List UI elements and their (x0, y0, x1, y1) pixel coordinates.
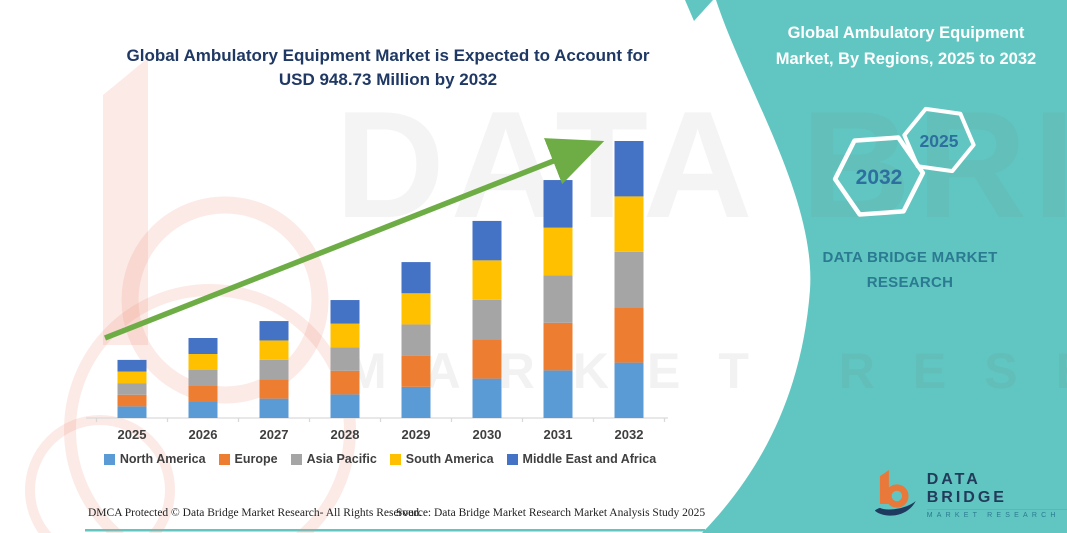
hexagon-2025 (902, 106, 976, 174)
side-panel-title: Global Ambulatory Equipment Market, By R… (775, 24, 1037, 68)
x-axis-year-label: 2027 (260, 427, 289, 442)
legend-item: South America (389, 452, 494, 466)
bar-segment (472, 260, 502, 300)
bar-segment (614, 362, 644, 418)
bar-segment (117, 406, 147, 418)
hexagon-2032-label: 2032 (856, 166, 903, 189)
bar-segment (259, 398, 289, 418)
bar-segment (401, 355, 431, 387)
bar-segment (188, 386, 218, 403)
bar-segment (117, 383, 147, 395)
legend-swatch (290, 453, 302, 465)
x-axis-year-label: 2031 (544, 427, 573, 442)
bar-segment (401, 262, 431, 294)
trend-arrow (103, 138, 605, 341)
brand-text: DATA BRIDGE MARKET RESEARCH (822, 249, 998, 291)
bar-segment (259, 359, 289, 380)
bar-segment (330, 370, 360, 395)
bar-segment (259, 321, 289, 341)
bar-segment (543, 180, 573, 228)
logo-subtitle: MARKET RESEARCH (926, 512, 1060, 519)
bar-segment (330, 394, 360, 418)
bar-segment (188, 354, 218, 371)
bar-segment (188, 338, 218, 355)
legend-swatch (506, 453, 518, 465)
bar-segment (472, 220, 502, 261)
bottom-teal-line (85, 529, 705, 532)
stacked-bar-chart: 2025 2026 2027 2028 2029 2030 2031 2032 (86, 138, 668, 442)
legend-label: North America (119, 452, 206, 466)
bar-segment (259, 340, 289, 360)
legend-item: Europe (218, 452, 278, 466)
x-axis-year-label: 2026 (189, 427, 218, 442)
bar-segment (117, 371, 147, 384)
legend-label: South America (405, 452, 494, 466)
hexagon-2032 (832, 135, 926, 217)
bar-segment (401, 386, 431, 418)
legend-item: Middle East and Africa (506, 452, 657, 466)
databridge-logo-text: DATA BRIDGE MARKET RESEARCH (926, 471, 1067, 519)
legend-label: Asia Pacific (306, 452, 377, 466)
bar-segment (472, 299, 502, 340)
footer-dmca-text: DMCA Protected © Data Bridge Market Rese… (88, 507, 422, 519)
legend-label: Europe (234, 452, 278, 466)
chart-title-line1: Global Ambulatory Equipment Market is Ex… (126, 46, 650, 65)
chart-title-line2: USD 948.73 Million by 2032 (278, 70, 498, 89)
bar-segment (330, 300, 360, 324)
teal-corner-triangle (685, 0, 713, 21)
bar-segment (614, 196, 644, 252)
bar-segment (188, 370, 218, 387)
legend-item: North America (103, 452, 206, 466)
footer-source-text: Source: Data Bridge Market Research Mark… (396, 507, 706, 519)
bar-segment (543, 322, 573, 371)
bar-segment (117, 394, 147, 407)
bar-segment (543, 275, 573, 323)
bar-segment (472, 339, 502, 379)
bar-segment (330, 323, 360, 348)
bar-segment (543, 227, 573, 276)
bar-segment (543, 370, 573, 418)
x-axis-year-label: 2028 (331, 427, 360, 442)
x-axis-year-label: 2032 (615, 427, 644, 442)
bar-segment (401, 293, 431, 325)
bar-segment (472, 378, 502, 418)
bar-segment (330, 347, 360, 371)
bar-segment (614, 307, 644, 363)
x-axis-year-label: 2030 (473, 427, 502, 442)
bar-segment (259, 379, 289, 399)
bar-segment (117, 359, 147, 372)
chart-title: Global Ambulatory Equipment Market is Ex… (88, 44, 688, 92)
databridge-logo-icon (874, 470, 916, 516)
databridge-logo: DATA BRIDGE MARKET RESEARCH (874, 470, 1067, 520)
legend-swatch (389, 453, 401, 465)
legend-swatch (103, 453, 115, 465)
bar-segment (401, 324, 431, 356)
hexagon-2025-label: 2025 (920, 131, 959, 151)
hexagon-year-badges: 2032 2025 (832, 106, 976, 217)
logo-name: DATA BRIDGE (926, 471, 1067, 510)
bar-segment (188, 402, 218, 418)
bar-segment (614, 251, 644, 308)
x-axis-year-label: 2029 (402, 427, 431, 442)
chart-legend: North America Europe Asia Pacific South Ame… (80, 452, 680, 466)
legend-swatch (218, 453, 230, 465)
legend-label: Middle East and Africa (522, 452, 657, 466)
legend-item: Asia Pacific (290, 452, 377, 466)
x-axis-year-label: 2025 (118, 427, 147, 442)
bar-segment (614, 141, 644, 197)
